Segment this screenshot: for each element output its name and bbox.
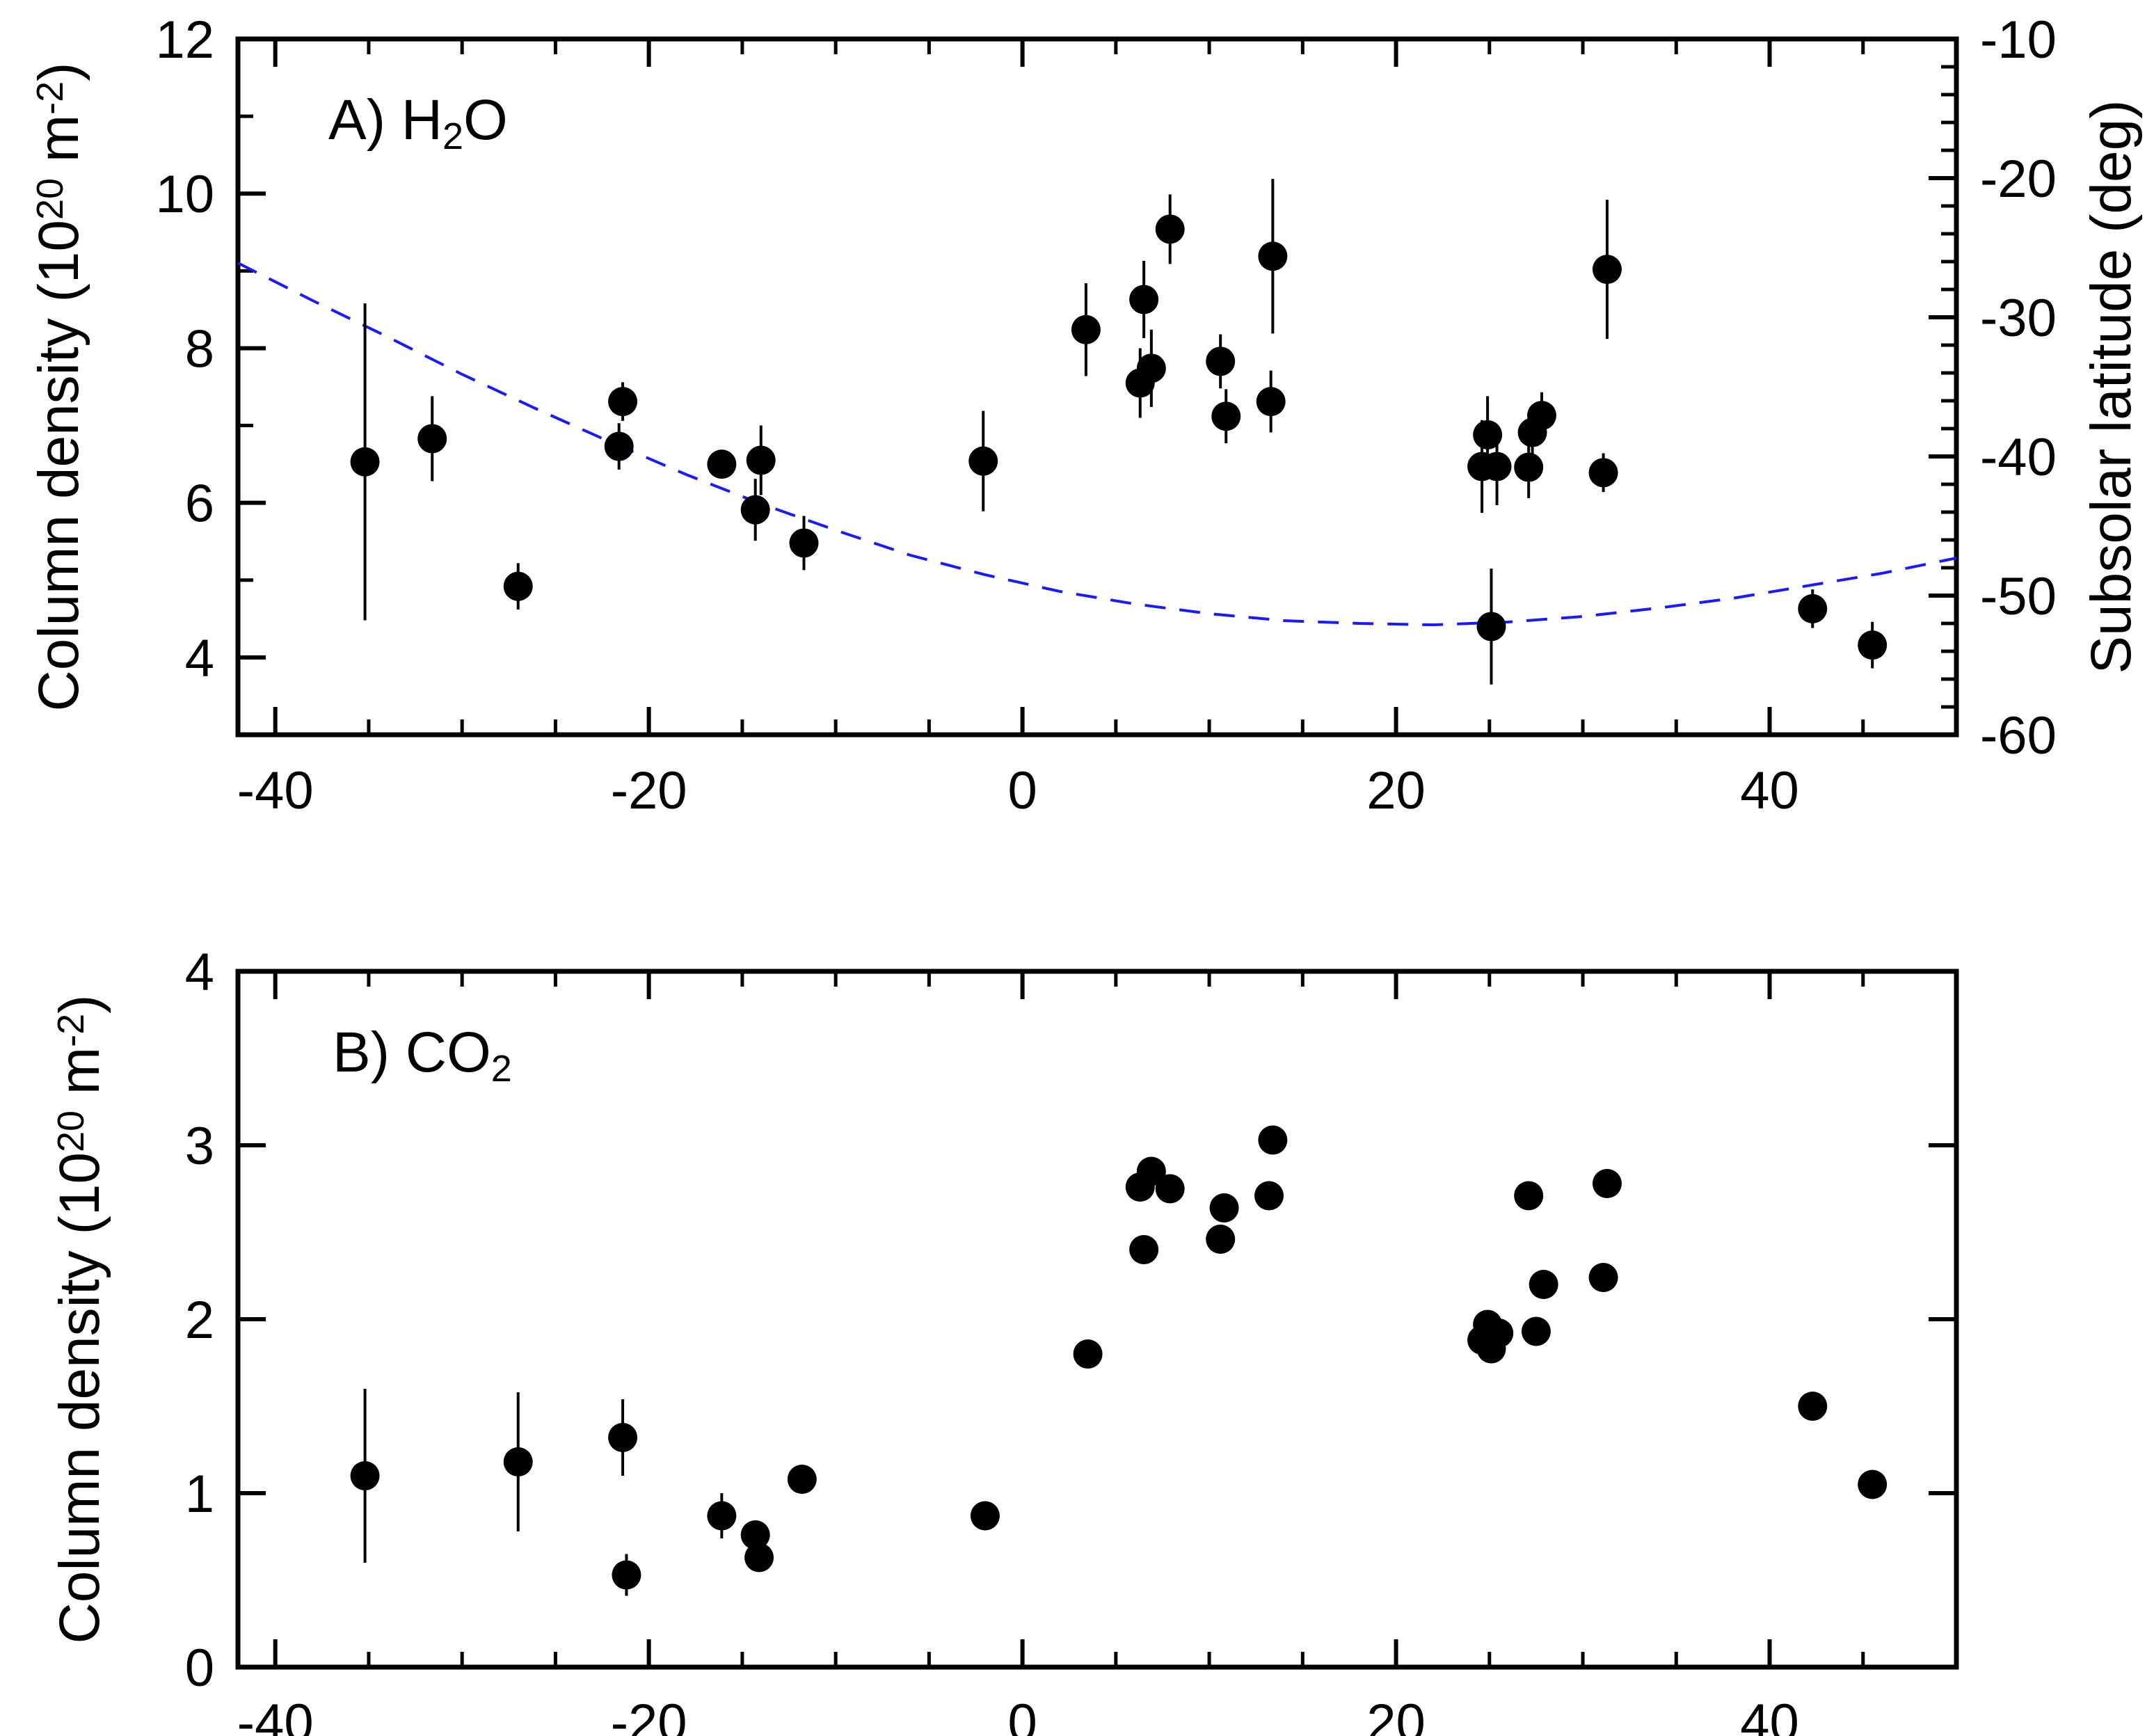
panel-a-ticks: -40 -20 0 20 40 4 6 8 10 12 -60 -50 -40 -30 -20 -10 xyxy=(155,10,2056,820)
data-point xyxy=(1258,1125,1288,1155)
panel-b-x-tick-label: -20 xyxy=(611,1694,687,1736)
panel-b-x-tick-label: 40 xyxy=(1740,1694,1799,1736)
panel-a-right-tick-label: -10 xyxy=(1980,10,2057,70)
data-point xyxy=(612,1560,641,1590)
data-point xyxy=(740,495,770,525)
data-point xyxy=(608,1423,638,1452)
data-point xyxy=(1136,353,1166,383)
data-point xyxy=(1858,630,1888,660)
data-point xyxy=(744,1543,774,1572)
panel-b-ticks: -40 -20 0 20 40 0 1 2 3 4 xyxy=(185,943,1958,1736)
data-point xyxy=(1592,255,1622,285)
panel-a-subsolar-curve-group xyxy=(237,262,1957,627)
data-point xyxy=(1526,401,1556,431)
data-point xyxy=(1254,1181,1284,1211)
data-point xyxy=(1588,458,1618,488)
panel-b-points xyxy=(350,1125,1888,1596)
panel-b-x-tick-label: 20 xyxy=(1366,1694,1426,1736)
panel-b-x-tick-label: -40 xyxy=(237,1694,314,1736)
panel-b-y-tick-label: 3 xyxy=(185,1117,214,1176)
panel-b-co2: -40 -20 0 20 40 0 1 2 3 4 B) CO2 Column density (… xyxy=(48,943,1959,1736)
data-point xyxy=(1798,594,1828,623)
data-point xyxy=(970,1501,1000,1531)
data-point xyxy=(1476,612,1506,642)
data-point xyxy=(1155,1174,1185,1204)
data-point xyxy=(1129,285,1159,314)
panel-a-y-tick-label: 12 xyxy=(155,10,214,70)
subsolar-latitude-curve xyxy=(237,262,1957,627)
data-point xyxy=(1592,1169,1622,1198)
panel-b-y-tick-label: 2 xyxy=(185,1291,214,1350)
panel-a-points xyxy=(350,179,1888,685)
data-point xyxy=(503,1447,533,1476)
data-point xyxy=(740,1520,770,1550)
panel-a-right-tick-label: -40 xyxy=(1980,428,2057,487)
data-point xyxy=(1529,1270,1558,1299)
panel-a-y-tick-label: 8 xyxy=(185,319,214,379)
panel-b-y-tick-label: 0 xyxy=(185,1639,214,1698)
panel-b-label: B) CO2 xyxy=(333,1021,512,1090)
data-point xyxy=(608,387,638,417)
data-point xyxy=(1858,1470,1888,1499)
data-point xyxy=(1073,1339,1103,1369)
panel-a-right-tick-label: -50 xyxy=(1980,567,2057,626)
data-point xyxy=(1798,1392,1828,1421)
data-point xyxy=(350,447,380,477)
panel-a-right-tick-label: -20 xyxy=(1980,150,2057,209)
panel-a-x-tick-label: 20 xyxy=(1366,761,1426,820)
panel-a-right-tick-label: -60 xyxy=(1980,706,2057,765)
data-point xyxy=(604,431,634,461)
data-point xyxy=(1258,241,1288,271)
data-point xyxy=(1482,452,1512,481)
panel-a-x-tick-label: 40 xyxy=(1740,761,1799,820)
panel-a-y-tick-label: 6 xyxy=(185,475,214,534)
panel-a-y-axis-title: Column density (1020 m-2) xyxy=(27,63,90,712)
data-point xyxy=(1206,1225,1236,1254)
panel-a-h2o: -40 -20 0 20 40 4 6 8 10 12 -60 -50 -40 -30 -20 -10 A) … xyxy=(27,10,2143,820)
data-point xyxy=(1588,1263,1618,1292)
panel-a-x-tick-label: -20 xyxy=(611,761,687,820)
panel-b-y-tick-label: 4 xyxy=(185,943,214,1002)
data-point xyxy=(1129,1235,1159,1264)
panel-a-x-tick-label: -40 xyxy=(237,761,314,820)
data-point xyxy=(1473,420,1503,449)
panel-a-y-tick-label: 10 xyxy=(155,165,214,224)
data-point xyxy=(1155,214,1185,244)
panel-a-right-tick-label: -30 xyxy=(1980,289,2057,348)
data-point xyxy=(1206,347,1236,376)
data-point xyxy=(1136,1156,1166,1186)
data-point xyxy=(1521,1316,1551,1346)
data-point xyxy=(746,445,776,475)
data-point xyxy=(968,446,998,476)
data-point xyxy=(417,424,447,454)
data-point xyxy=(1484,1319,1514,1348)
panel-b-y-tick-label: 1 xyxy=(185,1465,214,1524)
data-point xyxy=(1071,314,1101,344)
panel-a-y-tick-label: 4 xyxy=(185,629,214,688)
panel-b-x-tick-label: 0 xyxy=(1007,1694,1037,1736)
data-point xyxy=(1514,1181,1544,1211)
data-point xyxy=(707,1501,737,1531)
data-point xyxy=(787,1465,817,1494)
data-point xyxy=(789,528,819,558)
panel-a-x-tick-label: 0 xyxy=(1007,761,1037,820)
data-point xyxy=(1211,401,1241,431)
panel-a-label: A) H2O xyxy=(328,88,508,157)
data-point xyxy=(1256,387,1286,417)
data-point xyxy=(1514,452,1544,482)
data-point xyxy=(503,571,533,601)
data-point xyxy=(1209,1193,1239,1223)
data-point xyxy=(707,449,737,479)
panel-a-frame xyxy=(235,36,1959,738)
data-point xyxy=(350,1461,380,1490)
panel-a-right-axis-title: Subsolar latitude (deg) xyxy=(2080,99,2143,674)
panel-b-y-axis-title: Column density (1020 m-2) xyxy=(48,995,111,1644)
